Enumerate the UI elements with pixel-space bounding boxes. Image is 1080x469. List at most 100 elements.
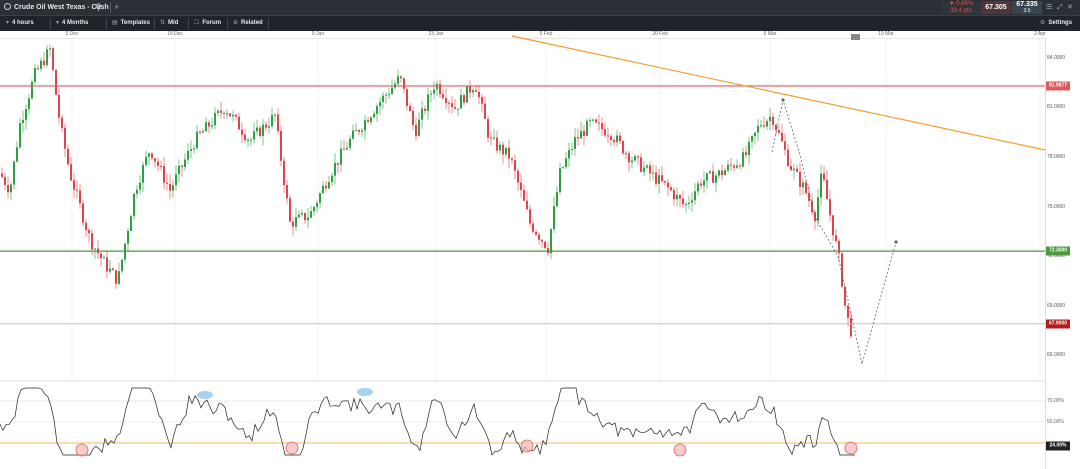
oscillator-current-tag: 24.00% [1046, 441, 1070, 451]
range-dropdown[interactable]: ▾ 4 Months [56, 18, 88, 29]
candle-up [643, 167, 645, 172]
candle-down [112, 268, 114, 271]
support-price-tag: 72.3000 [1046, 246, 1070, 256]
interval-dropdown[interactable]: ▾ 4 hours [6, 18, 34, 29]
candle-down [106, 257, 108, 272]
candle-up [592, 119, 594, 121]
candle-up [49, 48, 51, 50]
candle-up [133, 193, 135, 217]
candle-up [211, 125, 213, 127]
candle-down [7, 185, 9, 193]
menu-icon[interactable]: ☰ [1046, 4, 1053, 11]
candle-up [145, 156, 147, 165]
plus-icon[interactable]: + [114, 2, 120, 12]
oscillator-line [0, 387, 855, 456]
candle-down [163, 166, 165, 183]
candle-down [679, 194, 681, 199]
candle-up [16, 147, 18, 162]
candle-up [505, 147, 507, 155]
candle-up [172, 185, 174, 191]
candle-up [187, 151, 189, 160]
spread-value: 3.0 [1023, 8, 1031, 14]
candle-down [358, 130, 360, 132]
candle-down [772, 116, 774, 125]
mid-label: Mid [168, 20, 179, 26]
x-tick-label: 6 Feb [539, 31, 553, 37]
close-icon[interactable]: ✕ [1067, 4, 1073, 11]
candle-down [511, 158, 513, 161]
candle-down [277, 114, 279, 132]
candle-down [199, 131, 201, 133]
candle-up [385, 94, 387, 96]
buy-button[interactable]: 67.335 3.0 [1012, 1, 1042, 14]
candle-up [706, 173, 708, 181]
settings-button[interactable]: ⚙ Settings [1040, 18, 1072, 29]
candle-down [838, 240, 840, 254]
x-tick-label: 23 Jan [428, 31, 444, 37]
candle-up [190, 149, 192, 152]
candle-up [379, 101, 381, 107]
toolbar-divider [268, 18, 269, 29]
candle-down [670, 187, 672, 191]
candle-down [763, 125, 765, 127]
candle-up [121, 259, 123, 272]
candle-down [52, 48, 54, 70]
candle-up [46, 49, 48, 66]
candle-up [817, 197, 819, 222]
candle-up [334, 162, 336, 176]
x-tick-label: 2 Apr [1034, 31, 1046, 37]
candle-up [94, 248, 96, 250]
candle-up [22, 119, 24, 124]
related-button[interactable]: ⊕ Related [233, 18, 263, 29]
forum-button[interactable]: ☐ Forum [194, 18, 221, 29]
search-icon[interactable]: ⚲ [95, 2, 102, 12]
toolbar-divider [154, 18, 155, 29]
candle-down [832, 215, 834, 236]
candle-up [457, 108, 459, 110]
candle-up [301, 212, 303, 215]
candle-up [631, 160, 633, 163]
popout-icon[interactable]: ⤢ [1057, 4, 1063, 11]
candle-down [526, 200, 528, 210]
templates-button[interactable]: ▤ Templates [112, 18, 150, 29]
current-price-tag: 67.9000 [1046, 319, 1070, 329]
candle-down [607, 135, 609, 137]
candle-down [595, 119, 597, 123]
mid-button[interactable]: ⇅ Mid [160, 18, 178, 29]
candle-down [637, 156, 639, 158]
candle-down [487, 118, 489, 138]
toolbar-divider [106, 18, 107, 29]
x-tick-label: 19 Mar [878, 31, 894, 37]
candle-down [367, 120, 369, 123]
candle-down [640, 157, 642, 172]
candle-down [787, 149, 789, 166]
sell-button[interactable]: 67.305 [981, 1, 1011, 14]
candle-up [268, 126, 270, 128]
candle-down [682, 198, 684, 205]
candle-up [328, 182, 330, 189]
candle-down [514, 160, 516, 171]
candle-up [727, 164, 729, 171]
chat-icon: ☐ [194, 20, 200, 26]
candle-down [82, 203, 84, 223]
candle-up [586, 120, 588, 136]
candle-down [721, 170, 723, 175]
candle-down [784, 141, 786, 150]
candle-up [355, 130, 357, 132]
y-tick-label: 84.0000 [1047, 54, 1066, 61]
candle-down [481, 97, 483, 104]
candle-up [565, 158, 567, 168]
candle-down [469, 85, 471, 93]
candle-down [58, 94, 60, 118]
candle-down [517, 170, 519, 183]
x-tick-label: 5 Dec [65, 31, 79, 37]
candle-down [208, 122, 210, 127]
instrument-tab[interactable]: Crude Oil West Texas - Cash [4, 2, 109, 13]
candle-up [418, 119, 420, 137]
candle-down [808, 193, 810, 201]
candle-up [658, 175, 660, 184]
y-tick-label: 78.0000 [1047, 153, 1066, 160]
candle-up [550, 229, 552, 254]
candle-up [751, 136, 753, 142]
